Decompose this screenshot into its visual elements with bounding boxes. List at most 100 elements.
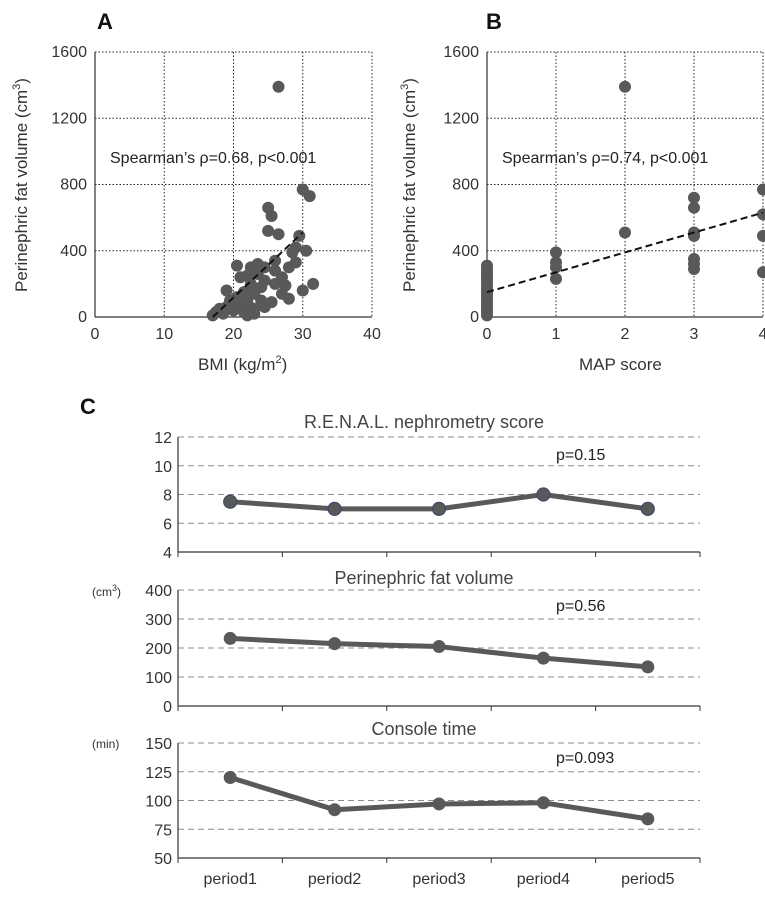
panel-a-ylabel: Perinephric fat volume (cm3) [11, 78, 31, 292]
a-data-point [269, 254, 282, 267]
c2-ytick-label: 200 [145, 641, 172, 658]
panel-a-points [206, 80, 320, 322]
a-data-point [269, 264, 282, 277]
panel-c2-pvalue: p=0.56 [556, 598, 605, 615]
c2-ytick-label: 400 [145, 583, 172, 600]
c1-data-point [327, 501, 342, 516]
a-ytick-label: 1200 [51, 110, 87, 127]
a-data-point [303, 190, 316, 203]
panel-b-scatter: 0 400 800 1200 1600 0 1 2 3 4 Spearman’s ρ=0.74, … [399, 44, 765, 374]
panel-c-renal-score: R.E.N.A.L. nephrometry score 4 6 8 10 12 p=0… [154, 412, 701, 562]
a-ytick-label: 0 [78, 309, 87, 326]
panel-c1-pvalue: p=0.15 [556, 447, 605, 464]
panel-c3-unit: (min) [92, 737, 119, 751]
c3-ytick-label: 100 [145, 794, 172, 811]
a-xtick-label: 0 [91, 326, 100, 343]
panel-a-xlabel: BMI (kg/m2) [198, 354, 287, 374]
a-data-point [272, 228, 285, 241]
c1-data-point [640, 501, 655, 516]
a-data-point [300, 244, 313, 257]
c2-data-point [536, 651, 550, 665]
panel-c-console-time: Console time (min) 50 75 100 125 150 p=0.093 [92, 719, 701, 868]
c3-ytick-label: 125 [145, 765, 172, 782]
a-data-point [265, 209, 278, 222]
a-data-point [230, 259, 243, 272]
b-data-point [757, 229, 765, 242]
a-data-point [307, 277, 320, 290]
c2-ytick-label: 0 [163, 699, 172, 716]
a-data-point [258, 274, 271, 287]
category-label: period3 [412, 871, 465, 888]
a-trendline [212, 231, 304, 318]
c3-ytick-label: 150 [145, 736, 172, 753]
c3-data-point [536, 796, 550, 810]
b-data-point [688, 253, 700, 266]
c3-ytick-label: 75 [154, 822, 172, 839]
b-data-point [550, 246, 562, 259]
b-ytick-label: 1200 [443, 110, 479, 127]
c1-data-point [536, 487, 551, 502]
a-ytick-label: 800 [60, 177, 87, 194]
c3-data-point [328, 803, 342, 817]
panel-c1-series [223, 487, 655, 516]
c1-data-point [431, 501, 447, 516]
a-data-point [244, 277, 257, 290]
b-data-point [481, 259, 493, 272]
c2-ytick-label: 100 [145, 670, 172, 687]
panel-c2-title: Perinephric fat volume [334, 568, 513, 588]
panel-a-scatter: 0 400 800 1200 1600 0 10 20 30 40 Spearman’s ρ=0.… [11, 44, 381, 374]
b-data-point [757, 183, 765, 196]
a-data-point [289, 241, 302, 254]
b-ytick-label: 400 [452, 243, 479, 260]
b-data-point [688, 191, 700, 204]
panel-label-b: B [486, 9, 502, 34]
b-data-point [550, 272, 562, 285]
a-xtick-label: 10 [155, 326, 173, 343]
a-data-point [262, 224, 275, 237]
b-data-point [757, 208, 765, 221]
a-data-point [258, 301, 271, 314]
c3-data-point [223, 771, 237, 784]
b-data-point [757, 266, 765, 279]
panel-b-tick-labels: 0 400 800 1200 1600 0 1 2 3 4 [443, 44, 765, 343]
panel-b-annotation: Spearman’s ρ=0.74, p<0.001 [502, 150, 708, 167]
panel-a-grid [95, 51, 373, 317]
c2-data-point [432, 640, 446, 654]
category-label: period2 [308, 871, 361, 888]
c1-ytick-label: 8 [163, 488, 172, 505]
c3-ytick-label: 50 [154, 851, 172, 868]
b-xtick-label: 3 [690, 326, 699, 343]
panel-c1-title: R.E.N.A.L. nephrometry score [304, 412, 544, 432]
panel-b-trendline [486, 211, 764, 294]
c1-ytick-label: 4 [163, 545, 172, 562]
c2-data-point [328, 637, 342, 651]
a-data-point [289, 256, 302, 269]
panel-c1-tick-labels: 4 6 8 10 12 [154, 430, 172, 562]
a-ytick-label: 400 [60, 243, 87, 260]
a-xtick-label: 40 [363, 326, 381, 343]
b-data-point [550, 256, 562, 269]
c3-data-point [432, 797, 446, 811]
b-data-point [619, 80, 631, 93]
panel-b-ylabel: Perinephric fat volume (cm3) [399, 78, 419, 292]
panel-a-tick-labels: 0 400 800 1200 1600 0 10 20 30 40 [51, 44, 381, 343]
a-data-point [282, 292, 295, 305]
panel-a-annotation: Spearman’s ρ=0.68, p<0.001 [110, 150, 316, 167]
c2-data-point [223, 631, 237, 645]
panel-c-fat-volume: Perinephric fat volume (cm3) 0 100 200 300 4… [92, 568, 701, 716]
panel-c3-series [223, 771, 655, 826]
a-data-point [248, 307, 261, 320]
b-data-point [688, 201, 700, 214]
a-data-point [237, 286, 250, 299]
panel-b-points [481, 80, 765, 322]
panel-label-a: A [97, 9, 113, 34]
panel-c3-pvalue: p=0.093 [556, 750, 614, 767]
a-ytick-label: 1600 [51, 44, 87, 61]
b-ytick-label: 1600 [443, 44, 479, 61]
a-xtick-label: 20 [225, 326, 243, 343]
b-xtick-label: 2 [621, 326, 630, 343]
a-data-point [220, 284, 233, 297]
panel-label-c: C [80, 394, 96, 419]
b-xtick-label: 4 [759, 326, 765, 343]
panel-c2-series [223, 631, 655, 674]
